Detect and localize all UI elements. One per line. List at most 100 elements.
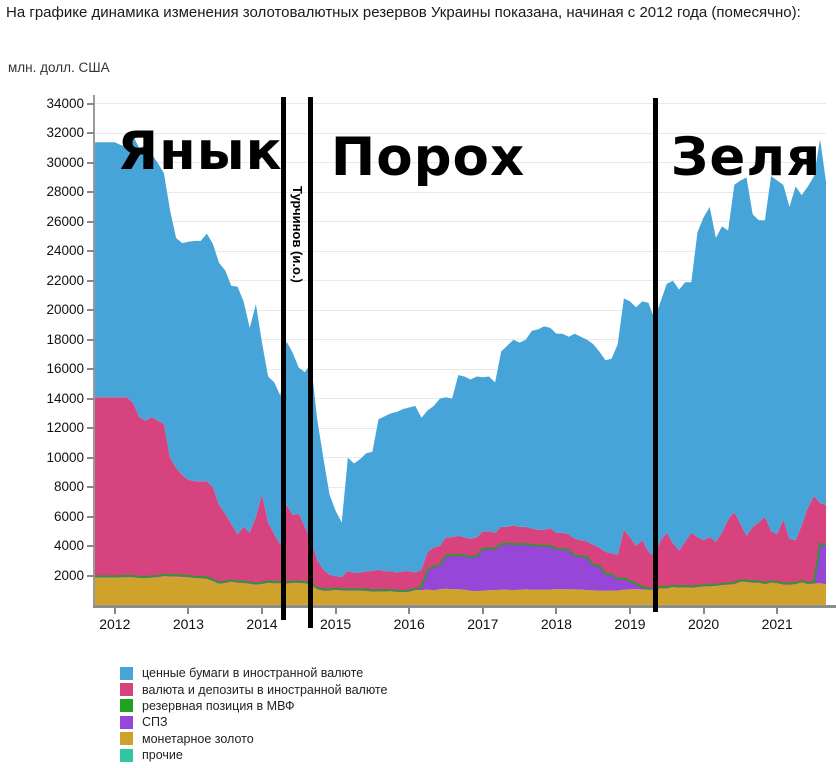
x-tick [334,608,337,614]
x-tick [261,608,263,614]
y-tick [87,427,94,430]
gridline [95,250,826,252]
x-tick [113,608,116,614]
securities-swatch-icon [120,666,133,680]
currency-deposits-swatch-icon [120,683,133,697]
area-series-2 [95,544,826,593]
y-tick-label: 2000 [53,567,84,583]
x-tick-label: 2014 [246,616,278,632]
x-tick [408,608,411,614]
gridline [95,368,826,370]
y-axis-unit-label: млн. долл. США [8,60,110,75]
imf-position-swatch-icon [120,699,133,713]
y-tick-label: 18000 [46,331,84,347]
legend-label: резервная позиция в МВФ [142,698,295,713]
y-tick [87,456,94,459]
x-tick-label: 2017 [467,616,499,632]
y-tick [87,250,94,253]
area-series-1 [95,576,826,605]
period-divider-2 [308,97,313,628]
y-tick-label: 8000 [53,479,84,495]
x-tick [629,608,631,614]
y-tick [87,338,94,341]
x-tick [702,608,705,614]
y-tick-label: 32000 [46,125,84,141]
area-series-5 [95,136,826,578]
y-tick [87,574,94,577]
gridline [95,162,826,164]
y-axis-line [93,95,95,606]
y-tick-label: 16000 [46,361,84,377]
gridline [95,280,826,282]
period-label-yanyk: Янык [117,121,283,182]
gridline [95,221,826,223]
y-tick [87,486,94,489]
y-tick-label: 26000 [46,213,84,229]
legend-item-securities: ценные бумаги в иностранной валюте [120,665,387,681]
legend-item-imf-position: резервная позиция в МВФ [120,698,387,714]
y-tick [87,220,94,223]
x-tick-label: 2015 [320,616,352,632]
legend-item-sdr: СПЗ [120,714,387,730]
x-axis-line [93,605,836,608]
legend-item-other: прочие [120,747,387,763]
x-tick-label: 2016 [393,616,425,632]
x-tick-label: 2020 [688,616,720,632]
legend-label: валюта и депозиты в иностранной валюте [142,682,388,697]
other-swatch-icon [120,748,133,762]
y-tick [87,191,94,194]
sdr-swatch-icon [120,715,133,729]
legend-label: прочие [142,748,183,763]
y-tick [87,132,94,135]
y-tick-label: 22000 [46,272,84,288]
period-label-zelya: Зеля [670,127,822,188]
y-tick-label: 24000 [46,243,84,259]
y-tick-label: 12000 [46,420,84,436]
y-tick-label: 14000 [46,390,84,406]
y-tick [87,279,94,282]
period-label-turchynov: Турчинов (и.о.) [290,186,305,283]
legend-label: СПЗ [142,715,168,730]
period-divider-1 [281,97,286,620]
y-tick-label: 28000 [46,184,84,200]
x-tick [481,608,484,614]
y-tick-label: 30000 [46,154,84,170]
y-tick [87,368,94,371]
stacked-area-chart [95,136,826,605]
y-tick-label: 6000 [53,508,84,524]
x-tick-label: 2019 [614,616,646,632]
y-tick-label: 34000 [46,95,84,111]
x-tick-label: 2018 [540,616,572,632]
y-tick [87,545,94,548]
x-tick-label: 2013 [172,616,204,632]
y-tick-label: 4000 [53,538,84,554]
x-tick [776,608,779,614]
legend-label: ценные бумаги в иностранной валюте [142,666,364,681]
y-tick [87,102,94,105]
x-tick-label: 2021 [761,616,793,632]
y-tick [87,309,94,312]
gridline [95,132,826,134]
y-tick [87,161,94,164]
area-series-4 [95,397,826,591]
chart-legend: ценные бумаги в иностранной валюте валют… [120,665,387,763]
gridline [95,309,826,311]
period-divider-3 [653,98,658,612]
gridline [95,103,826,105]
x-tick [555,608,558,614]
y-tick-label: 20000 [46,302,84,318]
gridline [95,339,826,341]
y-tick [87,397,94,400]
period-label-poroh: Порох [330,127,526,188]
gold-swatch-icon [120,732,133,746]
legend-item-gold: монетарное золото [120,731,387,747]
y-tick-label: 10000 [46,449,84,465]
x-tick [187,608,190,614]
legend-item-currency-deposits: валюта и депозиты в иностранной валюте [120,681,387,697]
legend-label: монетарное золото [142,731,254,746]
gridline [95,191,826,193]
series-edge-line [95,542,826,592]
x-tick-label: 2012 [99,616,131,632]
page-title: На графике динамика изменения золотовалю… [6,4,801,21]
